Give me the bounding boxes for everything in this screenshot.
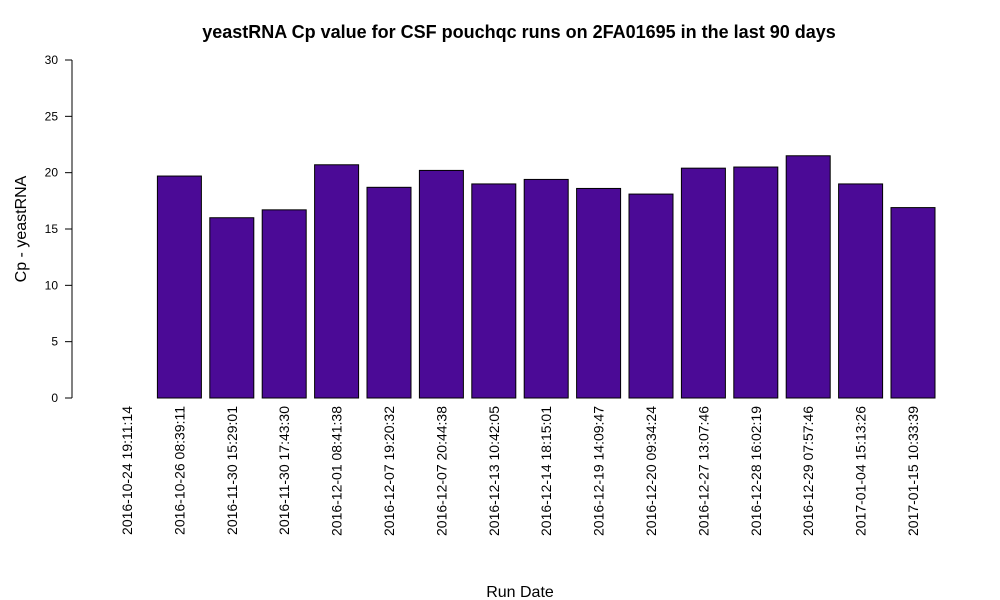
x-tick-label: 2017-01-15 10:33:39 [905,406,921,536]
x-tick-label: 2016-12-29 07:57:46 [800,406,816,536]
bar [576,187,622,399]
y-tick-label: 30 [45,53,59,67]
x-tick-label: 2016-12-07 20:44:38 [433,406,449,536]
x-axis-tick-labels: 2016-10-24 19:11:14 2016-10-26 08:39:11 20… [119,406,921,536]
y-tick-label: 25 [45,109,59,123]
x-tick-label: 2016-12-28 16:02:19 [748,406,764,536]
x-axis-label: Run Date [486,584,554,600]
x-tick-label: 2016-10-26 08:39:11 [171,406,187,535]
bar [471,183,517,399]
bar [523,178,569,399]
y-tick-label: 15 [45,222,59,236]
bar [156,175,202,399]
x-tick-label: 2016-10-24 19:11:14 [119,406,135,535]
y-axis-label: Cp - yeastRNA [13,175,30,282]
bar [680,167,726,399]
bar [261,209,307,399]
bar [733,166,779,399]
y-tick-label: 0 [51,391,58,405]
x-tick-label: 2017-01-04 15:13:26 [853,406,869,536]
bar [314,164,360,399]
y-tick-label: 5 [51,335,58,349]
bar [785,155,831,399]
bar [209,217,255,399]
x-tick-label: 2016-11-30 15:29:01 [224,406,240,535]
x-tick-label: 2016-11-30 17:43:30 [276,406,292,535]
x-tick-label: 2016-12-27 13:07:46 [695,406,711,536]
bars [156,155,936,399]
bar [366,186,412,399]
y-tick-label: 20 [45,166,59,180]
bar [890,207,936,399]
x-tick-label: 2016-12-20 09:34:24 [643,406,659,536]
x-tick-label: 2016-12-19 14:09:47 [591,406,607,536]
y-axis-ticks: 0 5 10 15 20 25 30 [45,53,72,405]
bar [418,169,464,399]
y-tick-label: 10 [45,278,59,292]
bar [838,183,884,399]
x-tick-label: 2016-12-14 18:15:01 [538,406,554,536]
x-tick-label: 2016-12-01 08:41:38 [329,406,345,536]
x-tick-label: 2016-12-13 10:42:05 [486,406,502,536]
bar [628,193,674,399]
x-tick-label: 2016-12-07 19:20:32 [381,406,397,536]
chart-title: yeastRNA Cp value for CSF pouchqc runs o… [202,22,836,42]
